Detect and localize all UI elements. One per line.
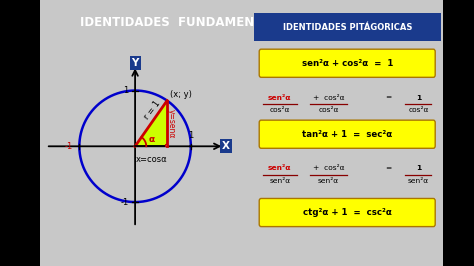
Text: r = 1: r = 1 [142, 99, 162, 122]
Text: -1: -1 [120, 198, 128, 207]
Text: sen²α: sen²α [269, 178, 291, 184]
Text: IDENTIDADES  FUNDAMENTALES: IDENTIDADES FUNDAMENTALES [80, 16, 294, 29]
Text: α: α [149, 135, 155, 144]
Text: cos²α: cos²α [408, 107, 428, 114]
Text: +  cos²α: + cos²α [313, 165, 344, 172]
FancyBboxPatch shape [254, 13, 441, 41]
Text: sen²α + cos²α  =  1: sen²α + cos²α = 1 [301, 59, 393, 68]
Text: X: X [222, 141, 230, 151]
Text: sen²α: sen²α [268, 165, 292, 172]
Text: sen²α: sen²α [408, 178, 429, 184]
Text: 1: 1 [416, 94, 421, 101]
Text: =: = [385, 94, 392, 101]
Text: +  cos²α: + cos²α [313, 94, 344, 101]
Text: IDENTIDADES PITÁGORICAS: IDENTIDADES PITÁGORICAS [283, 23, 412, 32]
Text: Y: Y [131, 58, 139, 68]
Text: ctg²α + 1  =  csc²α: ctg²α + 1 = csc²α [303, 208, 392, 217]
Polygon shape [135, 101, 167, 146]
Text: 1: 1 [188, 131, 193, 140]
Text: -1: -1 [64, 142, 73, 151]
Text: 1: 1 [123, 86, 128, 95]
FancyBboxPatch shape [259, 49, 435, 77]
Text: tan²α + 1  =  sec²α: tan²α + 1 = sec²α [302, 130, 392, 139]
Text: sen²α: sen²α [268, 94, 292, 101]
Text: =: = [385, 165, 392, 172]
Text: x=cosα: x=cosα [135, 155, 167, 164]
FancyBboxPatch shape [259, 120, 435, 148]
Text: (x; y): (x; y) [170, 90, 192, 99]
Text: 1: 1 [416, 165, 421, 172]
Text: cos²α: cos²α [319, 107, 338, 114]
Text: cos²α: cos²α [270, 107, 290, 114]
Text: sen²α: sen²α [318, 178, 339, 184]
Text: y=senα: y=senα [166, 109, 175, 138]
FancyBboxPatch shape [259, 198, 435, 227]
Bar [164, 144, 167, 146]
